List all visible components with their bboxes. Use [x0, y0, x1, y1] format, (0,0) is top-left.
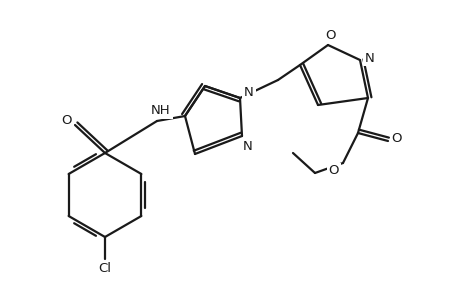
Text: O: O [62, 113, 72, 127]
Text: N: N [243, 140, 252, 152]
Text: N: N [244, 85, 253, 98]
Text: O: O [325, 28, 336, 41]
Text: O: O [328, 164, 339, 178]
Text: N: N [364, 52, 374, 64]
Text: NH: NH [151, 104, 170, 118]
Text: O: O [391, 133, 401, 146]
Text: Cl: Cl [98, 262, 111, 275]
